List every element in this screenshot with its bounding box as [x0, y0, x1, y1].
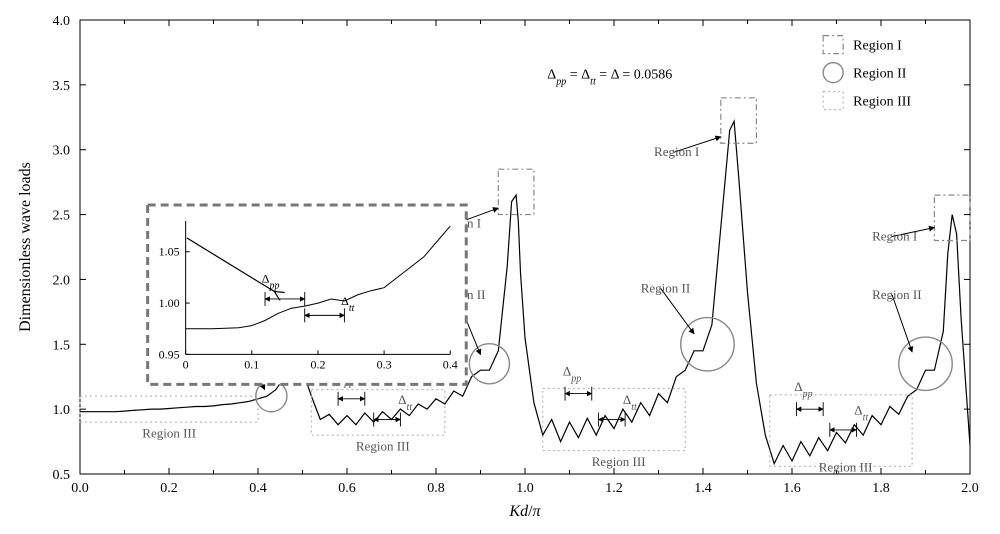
svg-text:1.0: 1.0: [53, 403, 71, 418]
svg-text:1.8: 1.8: [872, 481, 890, 496]
svg-text:Δtt: Δtt: [854, 402, 868, 423]
svg-text:2.0: 2.0: [961, 481, 979, 496]
svg-text:Region III: Region III: [853, 95, 911, 110]
region-ii-circle: [469, 344, 509, 384]
svg-text:1.4: 1.4: [694, 481, 712, 496]
svg-text:1.6: 1.6: [783, 481, 801, 496]
svg-text:0.4: 0.4: [249, 481, 267, 496]
wave-loads-chart: 0.0 0.2 0.4 0.6 0.8 1.0 1.2 1.4 1.6 1.8 2.0 0.5 1.0 1…: [0, 0, 1000, 534]
svg-text:Δpp: Δpp: [794, 379, 812, 400]
svg-text:Region I: Region I: [654, 144, 699, 159]
svg-text:Region II: Region II: [872, 287, 921, 302]
svg-text:0.0: 0.0: [71, 481, 89, 496]
svg-text:0: 0: [183, 357, 189, 371]
region-iii-box: [80, 396, 258, 422]
svg-text:Region III: Region III: [142, 426, 196, 441]
svg-text:1.05: 1.05: [159, 245, 180, 259]
svg-text:4.0: 4.0: [53, 14, 71, 29]
svg-text:Region II: Region II: [641, 280, 690, 295]
delta-equation: Δpp = Δtt = Δ = 0.0586: [547, 67, 672, 87]
svg-text:3.5: 3.5: [53, 79, 71, 94]
svg-text:Δtt: Δtt: [623, 392, 637, 413]
svg-text:0.5: 0.5: [53, 468, 71, 483]
svg-text:0.2: 0.2: [160, 481, 178, 496]
y-axis-label: Dimensionless wave loads: [17, 162, 34, 332]
svg-text:Region III: Region III: [819, 459, 873, 474]
svg-text:3.0: 3.0: [53, 144, 71, 159]
svg-text:Region III: Region III: [356, 439, 410, 454]
svg-text:1.2: 1.2: [605, 481, 623, 496]
svg-text:1.00: 1.00: [159, 296, 180, 310]
region-i-box: [498, 169, 534, 214]
svg-text:0.1: 0.1: [244, 357, 259, 371]
svg-text:2.5: 2.5: [53, 209, 71, 224]
svg-text:1.0: 1.0: [516, 481, 534, 496]
svg-text:0.8: 0.8: [427, 481, 445, 496]
x-axis-label: Kd/π: [508, 503, 541, 520]
inset-border: [148, 205, 467, 384]
svg-text:Region I: Region I: [853, 39, 902, 54]
region-iii-box: [770, 395, 912, 466]
svg-text:0.3: 0.3: [377, 357, 392, 371]
svg-text:Region III: Region III: [592, 454, 646, 469]
region-i-box: [721, 98, 757, 143]
svg-text:Region II: Region II: [853, 67, 907, 82]
svg-text:0.95: 0.95: [159, 347, 180, 361]
svg-text:0.4: 0.4: [443, 357, 458, 371]
region-ii-circle: [899, 337, 952, 390]
svg-text:1.5: 1.5: [53, 338, 71, 353]
legend: Region I Region II Region III: [823, 36, 911, 110]
svg-text:Δpp: Δpp: [563, 363, 581, 384]
svg-text:0.6: 0.6: [338, 481, 356, 496]
region-iii-box: [311, 390, 445, 435]
region-ii-circle: [681, 318, 734, 371]
svg-text:0.2: 0.2: [310, 357, 325, 371]
svg-text:2.0: 2.0: [53, 273, 71, 288]
svg-text:Region I: Region I: [872, 229, 917, 244]
